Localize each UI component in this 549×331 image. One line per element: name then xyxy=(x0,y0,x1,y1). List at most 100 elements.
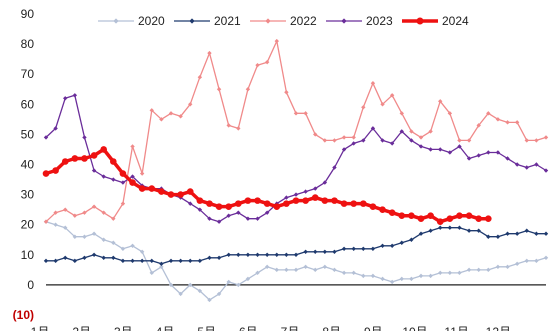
data-point-2022 xyxy=(293,111,299,116)
legend-label: 2024 xyxy=(442,14,469,28)
data-point-2024 xyxy=(369,203,377,210)
data-point-2023 xyxy=(438,147,443,152)
data-point-2021 xyxy=(245,252,251,257)
data-point-2022 xyxy=(476,123,481,128)
legend-swatch-marker xyxy=(113,18,119,24)
data-point-2021 xyxy=(101,255,106,261)
data-point-2024 xyxy=(215,203,223,210)
data-point-2020 xyxy=(82,234,87,239)
data-point-2020 xyxy=(188,282,193,288)
data-point-2023 xyxy=(322,180,328,185)
data-point-2021 xyxy=(438,225,443,230)
data-point-2022 xyxy=(524,138,529,143)
data-point-2024 xyxy=(398,212,406,219)
y-tick-label: 70 xyxy=(21,67,35,81)
data-point-2021 xyxy=(361,246,366,251)
x-tick-label: 7月 xyxy=(281,325,300,331)
data-point-2020 xyxy=(149,270,154,276)
data-point-2020 xyxy=(130,243,135,248)
data-point-2020 xyxy=(514,261,520,267)
data-point-2021 xyxy=(111,255,116,261)
data-point-2021 xyxy=(380,243,385,248)
data-point-2024 xyxy=(100,146,107,153)
data-point-2020 xyxy=(361,273,366,279)
data-point-2020 xyxy=(255,270,260,276)
data-point-2022 xyxy=(82,210,87,215)
data-point-2024 xyxy=(388,209,396,216)
data-point-2024 xyxy=(81,155,88,162)
data-point-2020 xyxy=(322,264,328,270)
data-point-2023 xyxy=(534,162,539,167)
data-point-2022 xyxy=(495,117,501,122)
data-point-2022 xyxy=(264,59,270,65)
x-tick-label: 9月 xyxy=(364,325,383,331)
data-point-2021 xyxy=(332,249,337,254)
legend-label: 2023 xyxy=(366,14,393,28)
legend-item-2021: 2021 xyxy=(174,14,241,28)
data-point-2021 xyxy=(264,252,270,257)
data-point-2020 xyxy=(486,267,491,273)
data-point-2020 xyxy=(293,267,299,273)
data-point-2023 xyxy=(447,150,453,155)
series-line-2021 xyxy=(46,227,546,265)
data-point-2023 xyxy=(428,147,433,152)
x-tick-label: 6月 xyxy=(239,325,258,331)
data-point-2022 xyxy=(274,38,279,44)
legend-label: 2021 xyxy=(214,14,241,28)
data-point-2021 xyxy=(476,228,481,233)
data-point-2021 xyxy=(447,225,453,230)
data-point-2024 xyxy=(302,197,309,204)
data-point-2022 xyxy=(245,87,251,92)
data-point-2022 xyxy=(139,171,145,176)
data-point-2024 xyxy=(360,200,367,207)
data-point-2020 xyxy=(216,291,222,297)
data-point-2020 xyxy=(313,267,318,273)
y-tick-label: 60 xyxy=(21,97,35,111)
data-point-2024 xyxy=(186,188,194,195)
series-layer xyxy=(42,38,549,303)
axis-layer: 90 80 70 60 50 40 30 20 10 0 (10) 1月 2月 3月 4月 5月 6月 7月 8月 9… xyxy=(13,7,546,331)
data-point-2023 xyxy=(130,174,135,179)
data-point-2021 xyxy=(486,234,491,239)
data-point-2024 xyxy=(110,158,117,165)
data-point-2020 xyxy=(534,258,539,264)
legend-item-2020: 2020 xyxy=(98,14,165,28)
data-point-2024 xyxy=(408,212,415,219)
data-point-2020 xyxy=(389,279,395,285)
data-point-2023 xyxy=(361,138,366,143)
data-point-2021 xyxy=(399,240,404,245)
data-point-2021 xyxy=(130,258,135,264)
data-point-2024 xyxy=(379,206,386,213)
data-point-2020 xyxy=(457,270,462,276)
data-point-2023 xyxy=(514,162,520,167)
data-point-2022 xyxy=(43,219,49,224)
x-tick-label: 1月 xyxy=(31,325,50,331)
data-point-2022 xyxy=(63,207,68,212)
data-point-2020 xyxy=(197,288,203,294)
y-tick-label: 90 xyxy=(21,7,35,21)
data-point-2022 xyxy=(91,204,97,209)
data-point-2023 xyxy=(255,216,260,221)
data-point-2022 xyxy=(466,138,472,143)
data-point-2022 xyxy=(428,129,433,134)
data-point-2023 xyxy=(72,93,78,98)
data-point-2023 xyxy=(101,174,106,179)
data-point-2020 xyxy=(351,270,356,276)
series-2024 xyxy=(42,146,492,225)
data-point-2023 xyxy=(543,168,549,173)
data-point-2022 xyxy=(284,90,289,95)
x-tick-label: 10月 xyxy=(402,325,427,331)
data-point-2024 xyxy=(331,197,338,204)
data-point-2023 xyxy=(207,216,212,221)
data-point-2021 xyxy=(351,246,356,251)
series-2021 xyxy=(43,225,549,267)
data-point-2024 xyxy=(129,179,136,186)
data-point-2022 xyxy=(380,102,385,107)
x-tick-label: 11月 xyxy=(444,325,468,331)
y-tick-label: 0 xyxy=(27,278,34,292)
data-point-2024 xyxy=(485,215,492,222)
data-point-2021 xyxy=(428,228,433,233)
data-point-2021 xyxy=(226,252,231,257)
data-point-2022 xyxy=(72,213,78,218)
data-point-2021 xyxy=(178,258,183,264)
